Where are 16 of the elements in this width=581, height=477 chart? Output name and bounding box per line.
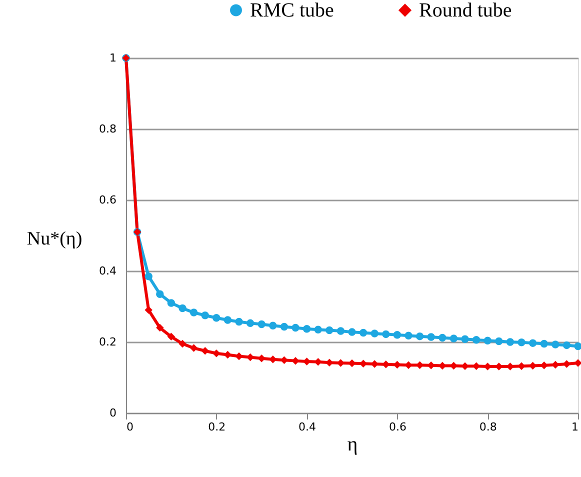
y-tick-label: 0.2 [99, 336, 116, 348]
y-tick-label: 1 [110, 52, 116, 64]
legend-label: Round tube [419, 0, 512, 22]
y-tick-label: 0 [110, 406, 116, 420]
y-tick-label: 0.6 [99, 194, 116, 206]
y-axis-title: Nu*(η) [26, 228, 82, 250]
x-tick-label: 0.4 [298, 420, 316, 434]
x-axis-title: η [347, 434, 358, 456]
legend-label: RMC tube [250, 0, 334, 22]
x-tick-label: 0 [126, 420, 134, 434]
x-tick-label: 0.2 [208, 420, 226, 434]
y-tick-label: 0.8 [99, 122, 116, 136]
x-tick-label: 0.6 [388, 420, 406, 434]
x-tick-label: 1 [572, 420, 578, 434]
x-tick-label: 0.8 [479, 420, 497, 434]
y-tick-label: 0.4 [99, 264, 116, 278]
